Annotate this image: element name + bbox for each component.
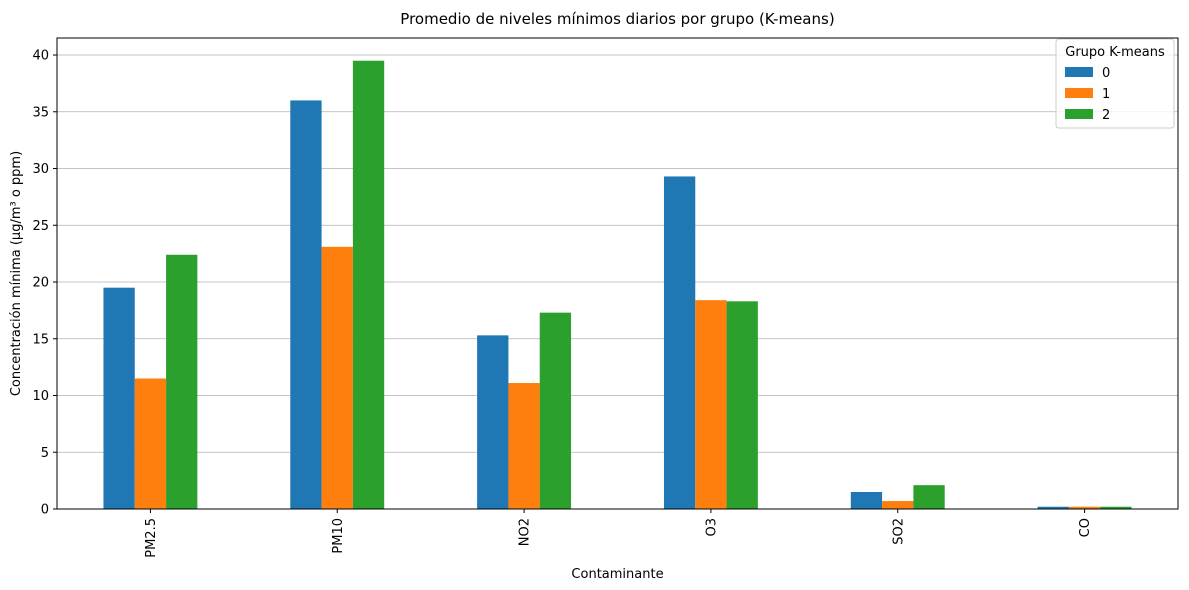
x-tick-label: PM2.5 <box>144 518 159 558</box>
y-tick-label: 35 <box>32 105 49 120</box>
y-tick-label: 15 <box>32 332 49 347</box>
legend-label-0: 0 <box>1102 66 1110 81</box>
x-tick-label: NO2 <box>518 518 533 546</box>
grid <box>57 54 1178 510</box>
legend-box <box>1055 38 1175 129</box>
legend-swatch-0 <box>1065 67 1093 77</box>
bar-SO2-group-1 <box>882 501 914 509</box>
bar-O3-group-2 <box>726 301 758 509</box>
bar-O3-group-0 <box>663 176 696 509</box>
y-tick-label: 40 <box>32 49 49 64</box>
bar-NO2-group-1 <box>508 383 540 509</box>
plot-frame <box>56 37 1179 510</box>
bar-PM2.5-group-0 <box>103 287 135 509</box>
bar-PM10-group-2 <box>352 60 385 510</box>
legend-label-1: 1 <box>1102 87 1110 102</box>
x-axis-label: Contaminante <box>571 567 663 582</box>
y-tick-label: 20 <box>32 276 49 291</box>
x-tick-label: PM10 <box>331 518 346 554</box>
bar-O3-group-1 <box>695 300 727 509</box>
bar-PM2.5-group-1 <box>134 378 167 509</box>
y-tick-label: 0 <box>41 503 49 518</box>
legend-swatch-2 <box>1065 109 1093 119</box>
legend-label-2: 2 <box>1102 108 1110 123</box>
bar-NO2-group-0 <box>477 335 509 509</box>
chart-title: Promedio de niveles mínimos diarios por … <box>400 10 834 28</box>
bars <box>103 60 1132 510</box>
y-tick-label: 30 <box>32 162 49 177</box>
y-tick-label: 10 <box>32 389 49 404</box>
bar-PM10-group-0 <box>290 100 322 509</box>
x-tick-label: O3 <box>704 518 719 537</box>
y-tick-label: 5 <box>41 446 49 461</box>
legend-title: Grupo K-means <box>1065 45 1165 60</box>
bar-SO2-group-0 <box>850 491 883 509</box>
bar-PM10-group-1 <box>321 246 353 509</box>
bar-SO2-group-2 <box>913 485 945 509</box>
x-ticks: PM2.5 PM10 NO2 O3 SO2 CO <box>144 509 1093 558</box>
y-axis-label: Concentración mínima (µg/m³ o ppm) <box>9 151 24 396</box>
y-tick-label: 25 <box>32 219 49 234</box>
legend-swatch-1 <box>1065 88 1093 98</box>
bar-CO-group-1 <box>1068 506 1101 509</box>
bar-PM2.5-group-2 <box>166 254 198 509</box>
bar-CO-group-0 <box>1037 506 1069 509</box>
bar-NO2-group-2 <box>539 312 572 509</box>
x-tick-label: CO <box>1078 518 1093 537</box>
legend: Grupo K-means 0 1 2 <box>1055 38 1175 129</box>
x-tick-label: SO2 <box>891 518 906 545</box>
y-ticks: 0 5 10 15 20 25 30 35 40 <box>32 49 57 518</box>
bar-CO-group-2 <box>1100 506 1132 509</box>
